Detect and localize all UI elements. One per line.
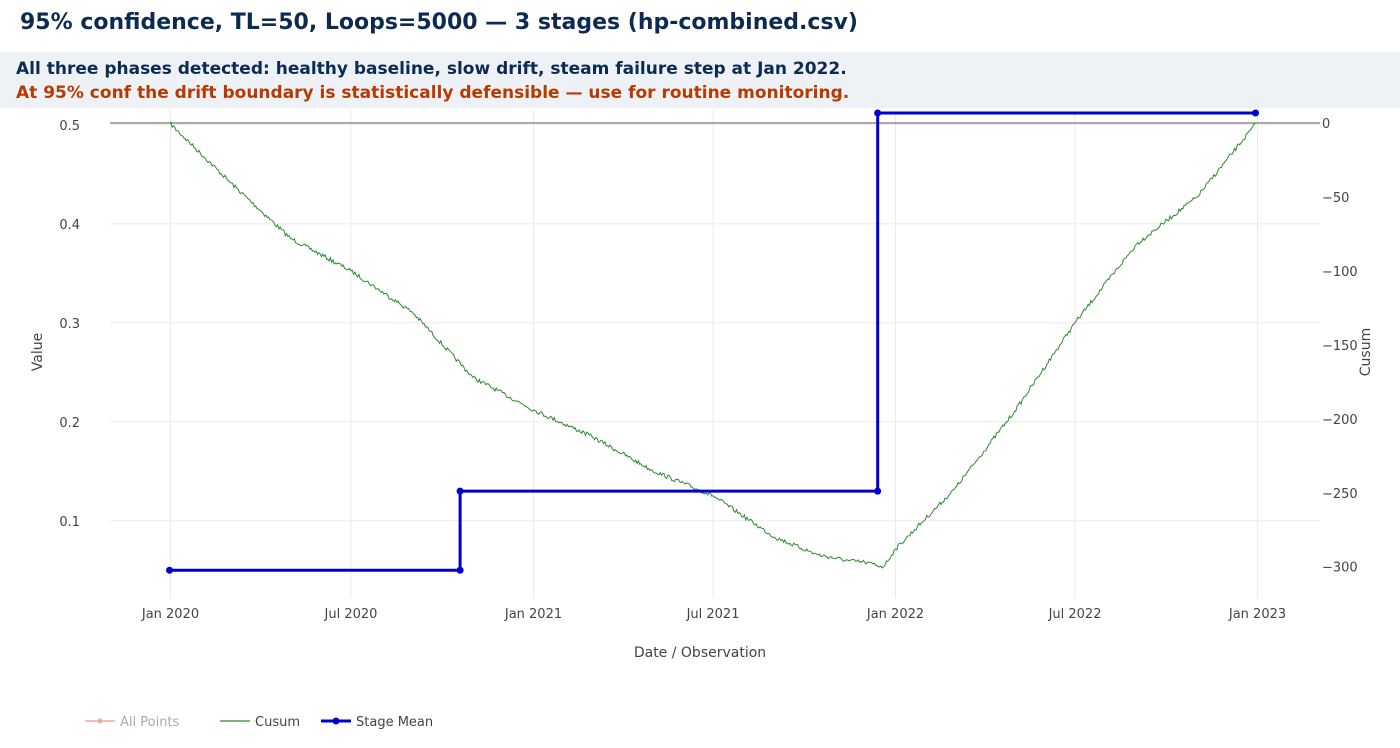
x-tick-label: Jan 2023 <box>1228 607 1286 622</box>
legend-item-cusum[interactable]: Cusum <box>255 715 300 730</box>
x-tick-label: Jul 2022 <box>1048 607 1102 622</box>
stage-mean-point <box>1252 109 1260 117</box>
legend[interactable]: All Points Cusum Stage Mean <box>85 715 433 730</box>
y2-axis-title: Cusum <box>1358 328 1374 376</box>
stage-mean-point <box>874 487 882 495</box>
x-axis-title: Date / Observation <box>634 645 766 661</box>
y2-tick-label: 0 <box>1322 117 1330 132</box>
x-tick-label: Jan 2022 <box>866 607 924 622</box>
x-tick-label: Jul 2020 <box>324 607 378 622</box>
stage-mean-point <box>456 487 464 495</box>
y-tick-label: 0.3 <box>59 317 80 332</box>
legend-item-all-points[interactable]: All Points <box>120 715 180 730</box>
y-tick-label: 0.4 <box>59 218 80 233</box>
grid-layer <box>110 110 1320 598</box>
legend-item-stage-mean[interactable]: Stage Mean <box>356 715 433 730</box>
legend-marker-all-points <box>97 718 103 724</box>
x-tick-label: Jan 2020 <box>141 607 199 622</box>
y-tick-label: 0.5 <box>59 119 80 134</box>
stage-mean-point <box>456 566 464 574</box>
legend-marker-stage-mean <box>332 717 340 725</box>
series-layer <box>166 109 1260 574</box>
y2-tick-label: −100 <box>1322 265 1358 280</box>
y-tick-label: 0.1 <box>59 515 80 530</box>
info-banner: All three phases detected: healthy basel… <box>0 52 1400 108</box>
stage-mean-line <box>169 111 1256 572</box>
stage-mean-point <box>166 566 174 574</box>
x-tick-label: Jan 2021 <box>504 607 562 622</box>
y2-tick-label: −50 <box>1322 191 1349 206</box>
y2-tick-label: −250 <box>1322 487 1358 502</box>
y-tick-label: 0.2 <box>59 416 80 431</box>
banner-summary: All three phases detected: healthy basel… <box>16 59 847 79</box>
stage-mean-point <box>874 109 882 117</box>
chart-title: 95% confidence, TL=50, Loops=5000 — 3 st… <box>20 10 858 35</box>
y-axis-title: Value <box>30 333 46 371</box>
x-tick-label: Jul 2021 <box>686 607 740 622</box>
y2-tick-label: −200 <box>1322 413 1358 428</box>
y2-tick-label: −150 <box>1322 339 1358 354</box>
axis-layer: Jan 2020 Jul 2020 Jan 2021 Jul 2021 Jan 2022… <box>30 117 1374 661</box>
banner-recommendation: At 95% conf the drift boundary is statis… <box>16 83 850 103</box>
cusum-line <box>169 121 1257 569</box>
y2-tick-label: −300 <box>1322 561 1358 576</box>
